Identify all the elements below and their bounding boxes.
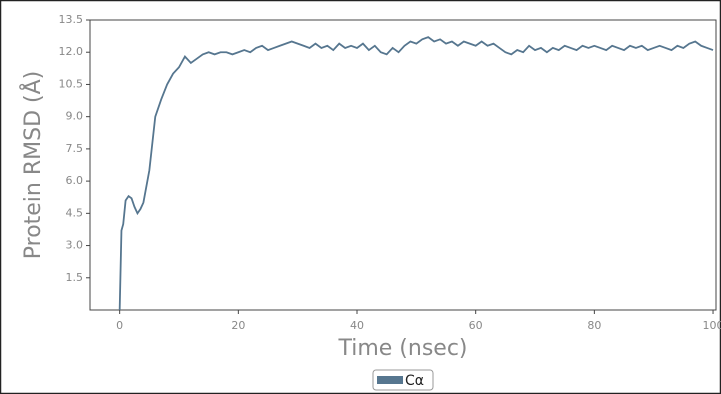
x-tick-label: 100 (703, 319, 721, 332)
y-tick-label: 6.0 (66, 174, 84, 187)
y-tick-label: 7.5 (66, 142, 84, 155)
y-axis-label: Protein RMSD (Å) (19, 71, 46, 260)
legend-label: Cα (405, 373, 424, 389)
y-tick-label: 3.0 (66, 239, 84, 252)
x-axis-label: Time (nsec) (337, 336, 467, 361)
series-line (118, 36, 714, 311)
y-tick-label: 12.0 (59, 45, 84, 58)
plot-area (89, 19, 717, 311)
y-tick-label: 4.5 (66, 206, 84, 219)
y-tick-label: 13.5 (59, 13, 84, 26)
x-tick-label: 80 (587, 319, 601, 332)
y-tick-label: 9.0 (66, 110, 84, 123)
x-tick-label: 0 (116, 319, 123, 332)
x-tick-label: 20 (231, 319, 245, 332)
x-tick-label: 40 (350, 319, 364, 332)
legend-swatch (377, 376, 403, 384)
x-tick-label: 60 (469, 319, 483, 332)
y-tick-label: 10.5 (59, 77, 84, 90)
y-tick-label: 1.5 (66, 271, 84, 284)
